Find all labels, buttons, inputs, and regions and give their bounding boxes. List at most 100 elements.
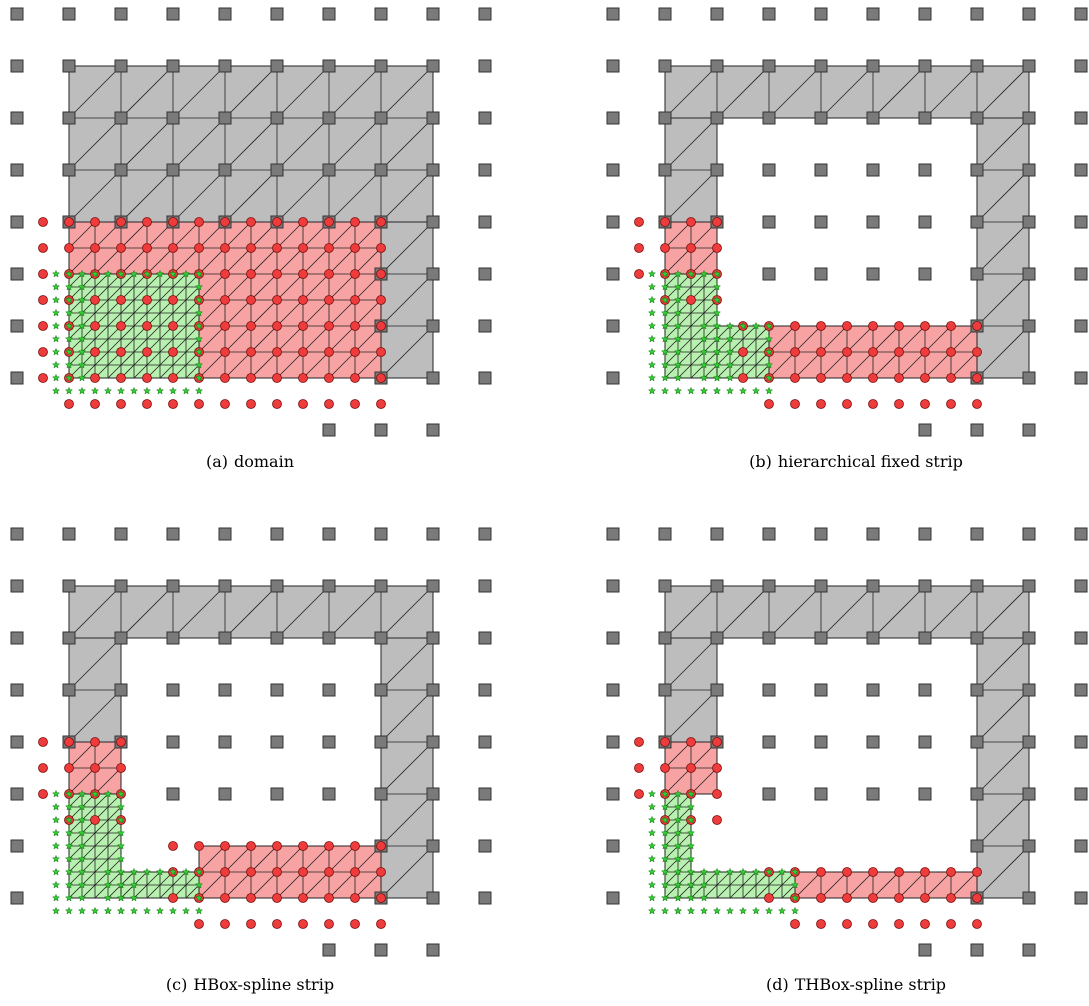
panel-b-caption: (b) hierarchical fixed strip [726, 452, 986, 471]
level1-node-dot [376, 347, 386, 357]
coarse-node-square [1074, 371, 1088, 385]
coarse-node-square [918, 111, 932, 125]
level1-node-dot [272, 373, 282, 383]
level2-node-star [751, 867, 761, 876]
level1-node-dot [246, 399, 256, 409]
coarse-node-square [606, 579, 620, 593]
level2-node-star [51, 386, 61, 395]
level2-node-star [194, 308, 204, 317]
level1-node-dot [116, 763, 126, 773]
panel-b-coarse-region-2-mesh [976, 117, 1030, 379]
level1-node-dot [946, 373, 956, 383]
coarse-node-square [866, 579, 880, 593]
level1-node-dot [842, 919, 852, 929]
coarse-node-square [970, 787, 984, 801]
level1-node-dot [946, 867, 956, 877]
coarse-node-square [970, 59, 984, 73]
coarse-node-square [478, 267, 492, 281]
level2-node-star [673, 347, 683, 356]
level2-node-star [194, 880, 204, 889]
level2-node-star [77, 828, 87, 837]
coarse-node-square [970, 163, 984, 177]
level1-node-dot [298, 347, 308, 357]
coarse-node-square [606, 631, 620, 645]
level2-node-star [103, 386, 113, 395]
level1-node-dot [868, 347, 878, 357]
coarse-node-square [710, 163, 724, 177]
level2-node-star [194, 269, 204, 278]
coarse-node-square [114, 163, 128, 177]
panel-a-label: (a) [205, 452, 228, 471]
level1-node-dot [712, 763, 722, 773]
level1-node-dot [324, 373, 334, 383]
level2-node-star [712, 308, 722, 317]
level1-node-dot [894, 399, 904, 409]
level2-node-star [660, 282, 670, 291]
level1-node-dot [660, 763, 670, 773]
coarse-node-square [1074, 319, 1088, 333]
level2-node-star [168, 269, 178, 278]
level1-node-dot [90, 763, 100, 773]
coarse-node-square [918, 943, 932, 957]
level2-node-star [116, 880, 126, 889]
panel-d-diagram [606, 527, 1088, 957]
panel-c-coarse-region-2 [380, 637, 434, 899]
level1-node-dot [90, 373, 100, 383]
coarse-node-square [478, 111, 492, 125]
level2-node-star [660, 347, 670, 356]
coarse-node-square [270, 787, 284, 801]
level2-node-star [116, 269, 126, 278]
level2-node-star [712, 282, 722, 291]
level2-node-star [725, 321, 735, 330]
level2-node-star [129, 386, 139, 395]
coarse-node-square [218, 163, 232, 177]
level2-node-star [660, 373, 670, 382]
level2-node-star [660, 880, 670, 889]
panel-d-caption-text: THBox-spline strip [794, 975, 947, 994]
level1-node-dot [272, 217, 282, 227]
coarse-node-square [1022, 683, 1036, 697]
level1-node-dot [816, 867, 826, 877]
level1-node-dot [376, 867, 386, 877]
coarse-node-square [322, 787, 336, 801]
level1-node-dot [116, 373, 126, 383]
coarse-node-square [166, 787, 180, 801]
coarse-node-square [658, 527, 672, 541]
level1-node-dot [790, 919, 800, 929]
level2-node-star [647, 347, 657, 356]
level2-node-star [194, 295, 204, 304]
coarse-node-square [606, 319, 620, 333]
coarse-node-square [426, 683, 440, 697]
coarse-node-square [710, 579, 724, 593]
level2-node-star [660, 854, 670, 863]
level1-node-dot [894, 919, 904, 929]
level1-node-dot [660, 737, 670, 747]
level2-node-star [77, 867, 87, 876]
coarse-node-square [10, 215, 24, 229]
level2-node-star [51, 815, 61, 824]
level2-node-star [77, 321, 87, 330]
level2-node-star [181, 269, 191, 278]
coarse-node-square [322, 423, 336, 437]
level2-node-star [647, 893, 657, 902]
level2-node-star [699, 386, 709, 395]
coarse-node-square [762, 163, 776, 177]
level1-node-dot [634, 217, 644, 227]
level2-node-star [129, 893, 139, 902]
coarse-node-square [270, 59, 284, 73]
level1-node-dot [790, 347, 800, 357]
level2-node-star [738, 906, 748, 915]
level2-node-star [64, 841, 74, 850]
coarse-node-square [918, 683, 932, 697]
coarse-node-square [1074, 163, 1088, 177]
level1-node-dot [738, 373, 748, 383]
coarse-node-square [606, 215, 620, 229]
level1-node-dot [142, 347, 152, 357]
coarse-node-square [322, 7, 336, 21]
coarse-node-square [762, 683, 776, 697]
coarse-node-square [814, 579, 828, 593]
level1-node-dot [376, 919, 386, 929]
level2-node-star [51, 789, 61, 798]
level2-node-star [673, 802, 683, 811]
coarse-node-square [478, 891, 492, 905]
